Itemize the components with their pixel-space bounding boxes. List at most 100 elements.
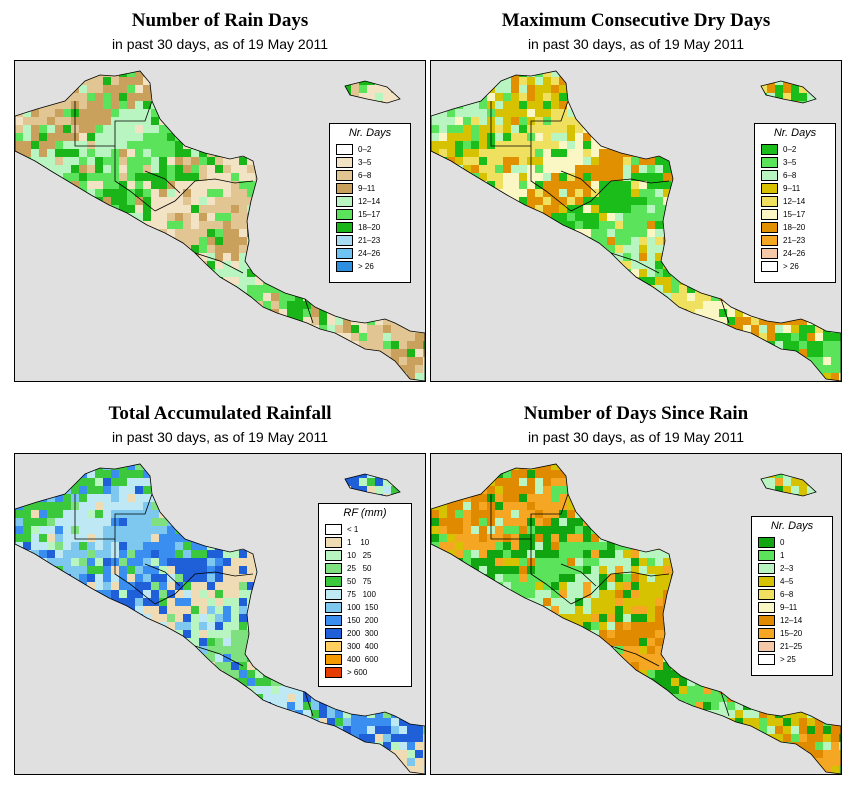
grid-cell xyxy=(175,558,183,566)
grid-cell xyxy=(159,213,167,221)
grid-cell xyxy=(367,486,375,494)
grid-cell xyxy=(575,141,583,149)
grid-cell xyxy=(103,558,111,566)
legend-label: 12–14 xyxy=(358,197,381,206)
grid-cell xyxy=(559,165,567,173)
grid-cell xyxy=(239,550,247,558)
grid-cell xyxy=(335,317,343,325)
grid-cell xyxy=(191,173,199,181)
grid-cell xyxy=(143,478,151,486)
grid-cell xyxy=(47,133,55,141)
grid-cell xyxy=(775,93,783,101)
grid-cell xyxy=(159,157,167,165)
grid-cell xyxy=(231,173,239,181)
legend-swatch xyxy=(761,222,778,233)
grid-cell xyxy=(119,181,127,189)
grid-cell xyxy=(567,133,575,141)
panel-title: Maximum Consecutive Dry Days xyxy=(501,10,771,31)
grid-cell xyxy=(535,149,543,157)
grid-cell xyxy=(359,325,367,333)
grid-cell xyxy=(79,502,87,510)
grid-cell xyxy=(143,470,151,478)
grid-cell xyxy=(375,85,383,93)
grid-cell xyxy=(615,229,623,237)
grid-cell xyxy=(95,510,103,518)
grid-cell xyxy=(255,285,263,293)
grid-cell xyxy=(487,93,495,101)
grid-cell xyxy=(87,85,95,93)
grid-cell xyxy=(175,181,183,189)
grid-cell xyxy=(527,109,535,117)
grid-cell xyxy=(159,173,167,181)
grid-cell xyxy=(631,205,639,213)
grid-cell xyxy=(111,197,119,205)
grid-cell xyxy=(223,173,231,181)
grid-cell xyxy=(551,125,559,133)
grid-cell xyxy=(543,125,551,133)
grid-cell xyxy=(143,510,151,518)
grid-cell xyxy=(511,173,519,181)
grid-cell xyxy=(239,253,247,261)
grid-cell xyxy=(519,197,527,205)
country-border xyxy=(530,146,572,212)
grid-cell xyxy=(383,341,391,349)
grid-cell xyxy=(415,333,423,341)
grid-cell xyxy=(167,558,175,566)
grid-cell xyxy=(183,165,191,173)
grid-cell xyxy=(95,478,103,486)
grid-cell xyxy=(831,333,839,341)
grid-cell xyxy=(135,213,143,221)
grid-cell xyxy=(503,117,511,125)
grid-cell xyxy=(519,141,527,149)
grid-cell xyxy=(119,478,127,486)
grid-cell xyxy=(79,558,87,566)
grid-cell xyxy=(135,77,143,85)
grid-cell xyxy=(695,301,703,309)
grid-cell xyxy=(511,93,519,101)
grid-cell xyxy=(823,333,831,341)
grid-cell xyxy=(135,101,143,109)
country-borders xyxy=(15,70,425,381)
grid-cell xyxy=(399,341,407,349)
grid-cell xyxy=(543,141,551,149)
grid-cell xyxy=(31,133,39,141)
grid-cell xyxy=(119,197,127,205)
grid-cell xyxy=(631,165,639,173)
grid-cell xyxy=(79,510,87,518)
grid-cell xyxy=(103,109,111,117)
grid-cell xyxy=(103,470,111,478)
grid-cell xyxy=(223,253,231,261)
grid-cell xyxy=(111,478,119,486)
grid-cell xyxy=(23,518,31,526)
grid-cell xyxy=(103,534,111,542)
grid-cell xyxy=(519,93,527,101)
grid-cell xyxy=(87,133,95,141)
grid-cell xyxy=(383,349,391,357)
grid-cell xyxy=(615,149,623,157)
legend-swatch xyxy=(336,209,353,220)
grid-cell xyxy=(487,173,495,181)
grid-cell xyxy=(199,221,207,229)
grid-cell xyxy=(543,205,551,213)
grid-cell xyxy=(95,566,103,574)
grid-cell xyxy=(751,317,759,325)
grid-cell xyxy=(599,189,607,197)
grid-cell xyxy=(591,165,599,173)
grid-cell xyxy=(535,197,543,205)
grid-cell xyxy=(103,189,111,197)
grid-cell xyxy=(319,309,327,317)
grid-cell xyxy=(535,189,543,197)
grid-cell xyxy=(391,333,399,341)
grid-cell xyxy=(623,261,631,269)
grid-cell xyxy=(191,205,199,213)
grid-cell xyxy=(639,213,647,221)
grid-cell xyxy=(655,285,663,293)
legend-swatch xyxy=(336,157,353,168)
grid-cell xyxy=(623,253,631,261)
grid-cell xyxy=(543,157,551,165)
grid-cell xyxy=(671,293,679,301)
grid-cell xyxy=(415,373,423,381)
grid-cell xyxy=(143,133,151,141)
grid-cell xyxy=(647,181,655,189)
grid-cell xyxy=(639,269,647,277)
